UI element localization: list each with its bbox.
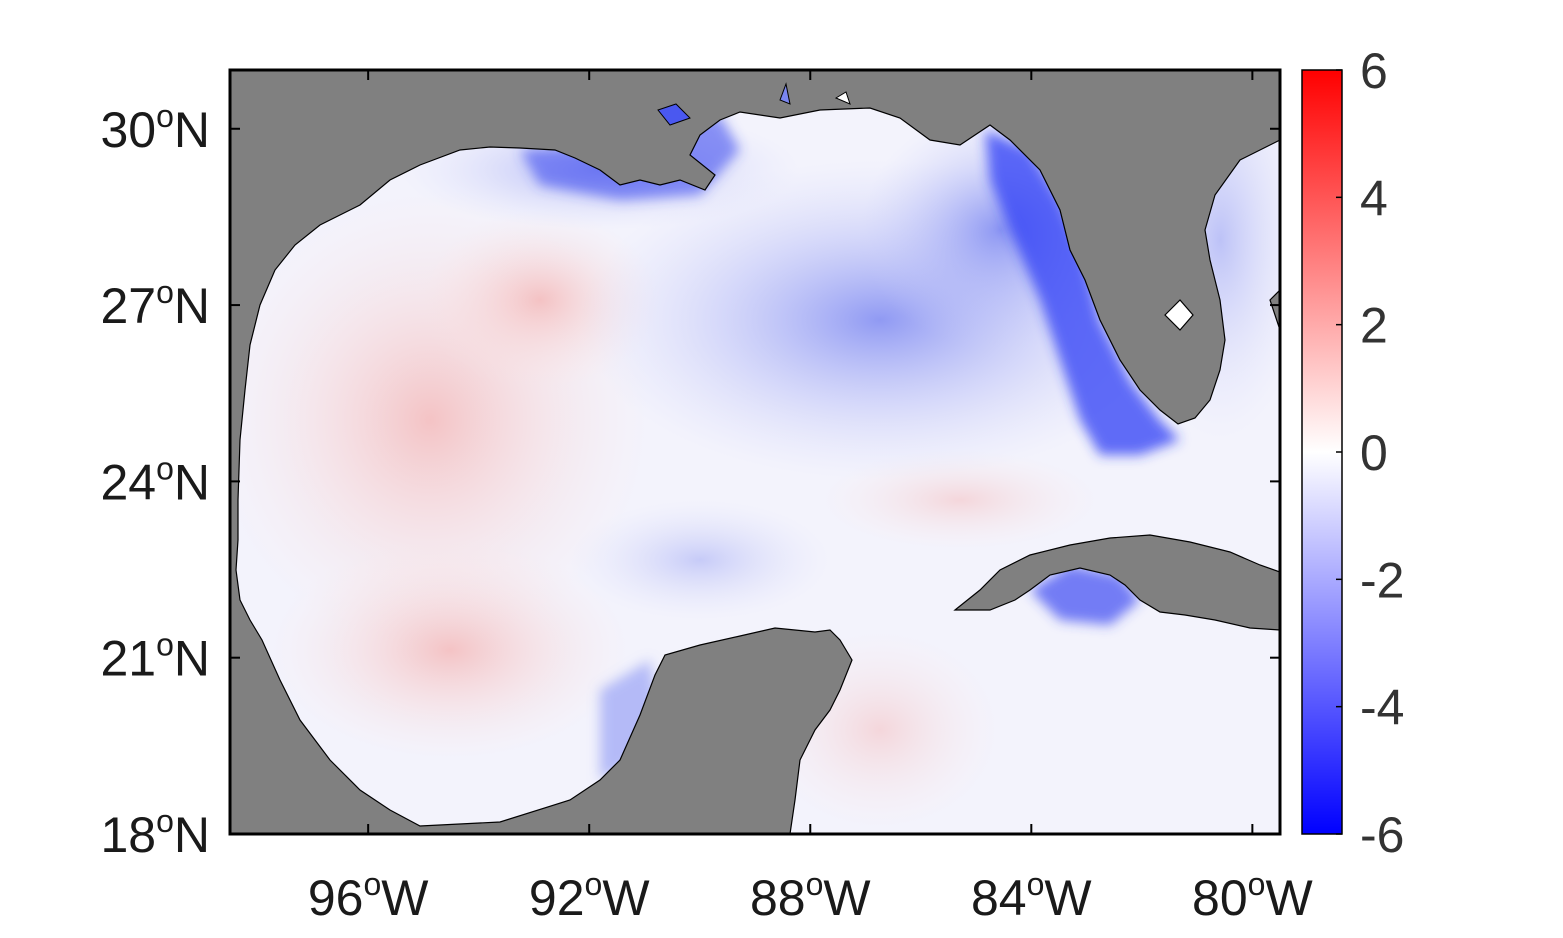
coastal-deep-blue-cuba: [1030, 565, 1140, 625]
colorbar-tick-label: -6: [1360, 807, 1404, 863]
lake-okeechobee: [1164, 299, 1194, 331]
x-tick-label: 96oW: [308, 866, 429, 926]
x-axis: 96oW 92oW 88oW 84oW 80oW: [308, 70, 1313, 926]
colorbar-tick-label: -4: [1360, 680, 1404, 736]
negative-anomaly-campeche: [570, 500, 830, 620]
colorbar-tick-label: 4: [1360, 170, 1388, 226]
colorbar-tick-label: 6: [1360, 43, 1388, 99]
colorbar-tick-label: -2: [1360, 552, 1404, 608]
land-north-america: [230, 70, 1280, 834]
positive-anomaly-west-south: [270, 540, 630, 760]
bay-apalachicola: [657, 103, 691, 126]
land-layer: [230, 70, 1280, 834]
x-tick-label: 84oW: [971, 866, 1092, 926]
axes-frame: [228, 68, 1282, 836]
y-axis: 30oN 27oN 24oN 21oN 18oN: [100, 98, 1280, 863]
land-cuba: [953, 534, 1280, 631]
land-bahamas-island: [1269, 289, 1280, 331]
colorbar-tick-label: 2: [1360, 298, 1388, 354]
colorbar-tick-label: 0: [1360, 425, 1388, 481]
y-tick-label: 30oN: [100, 98, 210, 158]
colorbar-ticks: 6 4 2 0 -2 -4 -6: [1336, 43, 1404, 863]
x-tick-label: 88oW: [750, 866, 871, 926]
x-tick-label: 92oW: [529, 866, 650, 926]
colorbar: 6 4 2 0 -2 -4 -6: [1301, 43, 1404, 863]
y-tick-label: 21oN: [100, 627, 210, 687]
coastal-deep-blue-florida: [985, 130, 1180, 455]
y-tick-label: 24oN: [100, 450, 210, 510]
x-tick-label: 80oW: [1192, 866, 1313, 926]
bay-mobile: [834, 91, 851, 105]
bay-pensacola: [779, 82, 791, 105]
bay-details: [657, 82, 851, 126]
y-tick-label: 18oN: [100, 803, 210, 863]
y-tick-label: 27oN: [100, 274, 210, 334]
